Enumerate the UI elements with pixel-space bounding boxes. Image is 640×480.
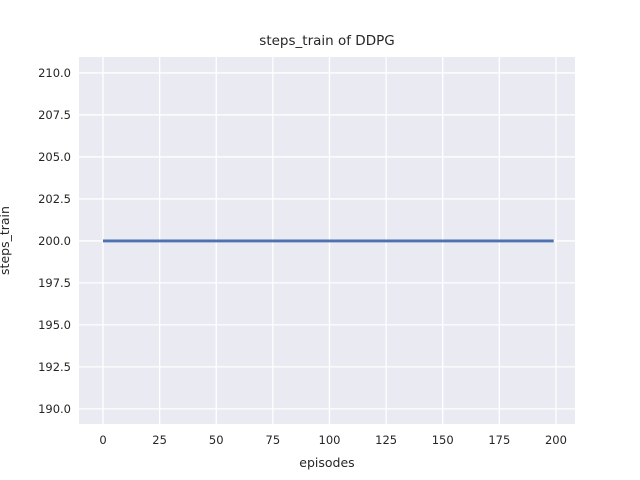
x-tick-label: 0 bbox=[99, 433, 107, 447]
x-tick-label: 175 bbox=[488, 433, 511, 447]
y-tick-label: 200.0 bbox=[38, 233, 71, 248]
y-tick-label: 192.5 bbox=[38, 359, 71, 374]
chart-canvas bbox=[79, 57, 575, 424]
y-tick-label: 205.0 bbox=[38, 149, 71, 164]
x-tick-label: 25 bbox=[152, 433, 167, 447]
y-axis-label: steps_train bbox=[0, 206, 12, 275]
y-tick-label: 197.5 bbox=[38, 275, 71, 290]
x-axis-label: episodes bbox=[299, 455, 355, 470]
x-tick-label: 200 bbox=[544, 433, 567, 447]
x-tick-label: 100 bbox=[318, 433, 341, 447]
y-tick-label: 190.0 bbox=[38, 401, 71, 416]
y-tick-label: 195.0 bbox=[38, 317, 71, 332]
y-tick-label: 207.5 bbox=[38, 107, 71, 122]
y-tick-label: 210.0 bbox=[38, 65, 71, 80]
plot-area bbox=[79, 57, 575, 424]
x-tick-label: 50 bbox=[208, 433, 224, 447]
x-tick-label: 75 bbox=[265, 433, 281, 447]
x-tick-label: 125 bbox=[375, 433, 398, 447]
chart-title: steps_train of DDPG bbox=[259, 33, 395, 49]
x-tick-label: 150 bbox=[431, 433, 454, 447]
y-tick-label: 202.5 bbox=[38, 191, 71, 206]
